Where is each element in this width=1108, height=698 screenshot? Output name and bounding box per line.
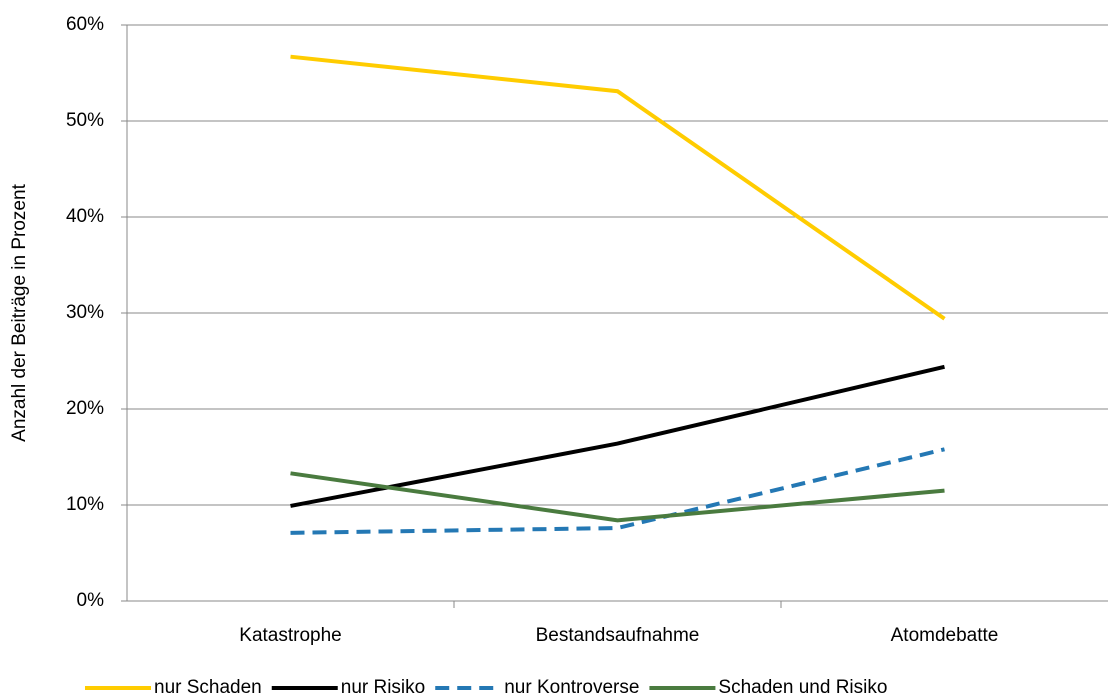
y-tick-label: 20% [66, 398, 104, 419]
legend-label: nur Risiko [341, 677, 425, 698]
series-line [290, 471, 945, 523]
y-tick-label: 0% [77, 590, 105, 611]
x-tick-label: Katastrophe [239, 625, 341, 646]
y-tick-label: 40% [66, 206, 104, 227]
series-line [290, 364, 945, 508]
y-tick-label: 30% [66, 302, 104, 323]
y-tick-label: 60% [66, 14, 104, 35]
legend-label: nur Kontroverse [504, 677, 639, 698]
series-line [290, 54, 946, 321]
series-line [290, 447, 945, 535]
x-tick-label: Bestandsaufnahme [536, 625, 700, 646]
legend-label: nur Schaden [154, 677, 262, 698]
x-tick-label: Atomdebatte [891, 625, 999, 646]
legend-label: Schaden und Risiko [718, 677, 887, 698]
y-tick-label: 50% [66, 110, 104, 131]
y-axis-label: Anzahl der Beiträge in Prozent [9, 183, 30, 441]
y-tick-label: 10% [66, 494, 104, 515]
